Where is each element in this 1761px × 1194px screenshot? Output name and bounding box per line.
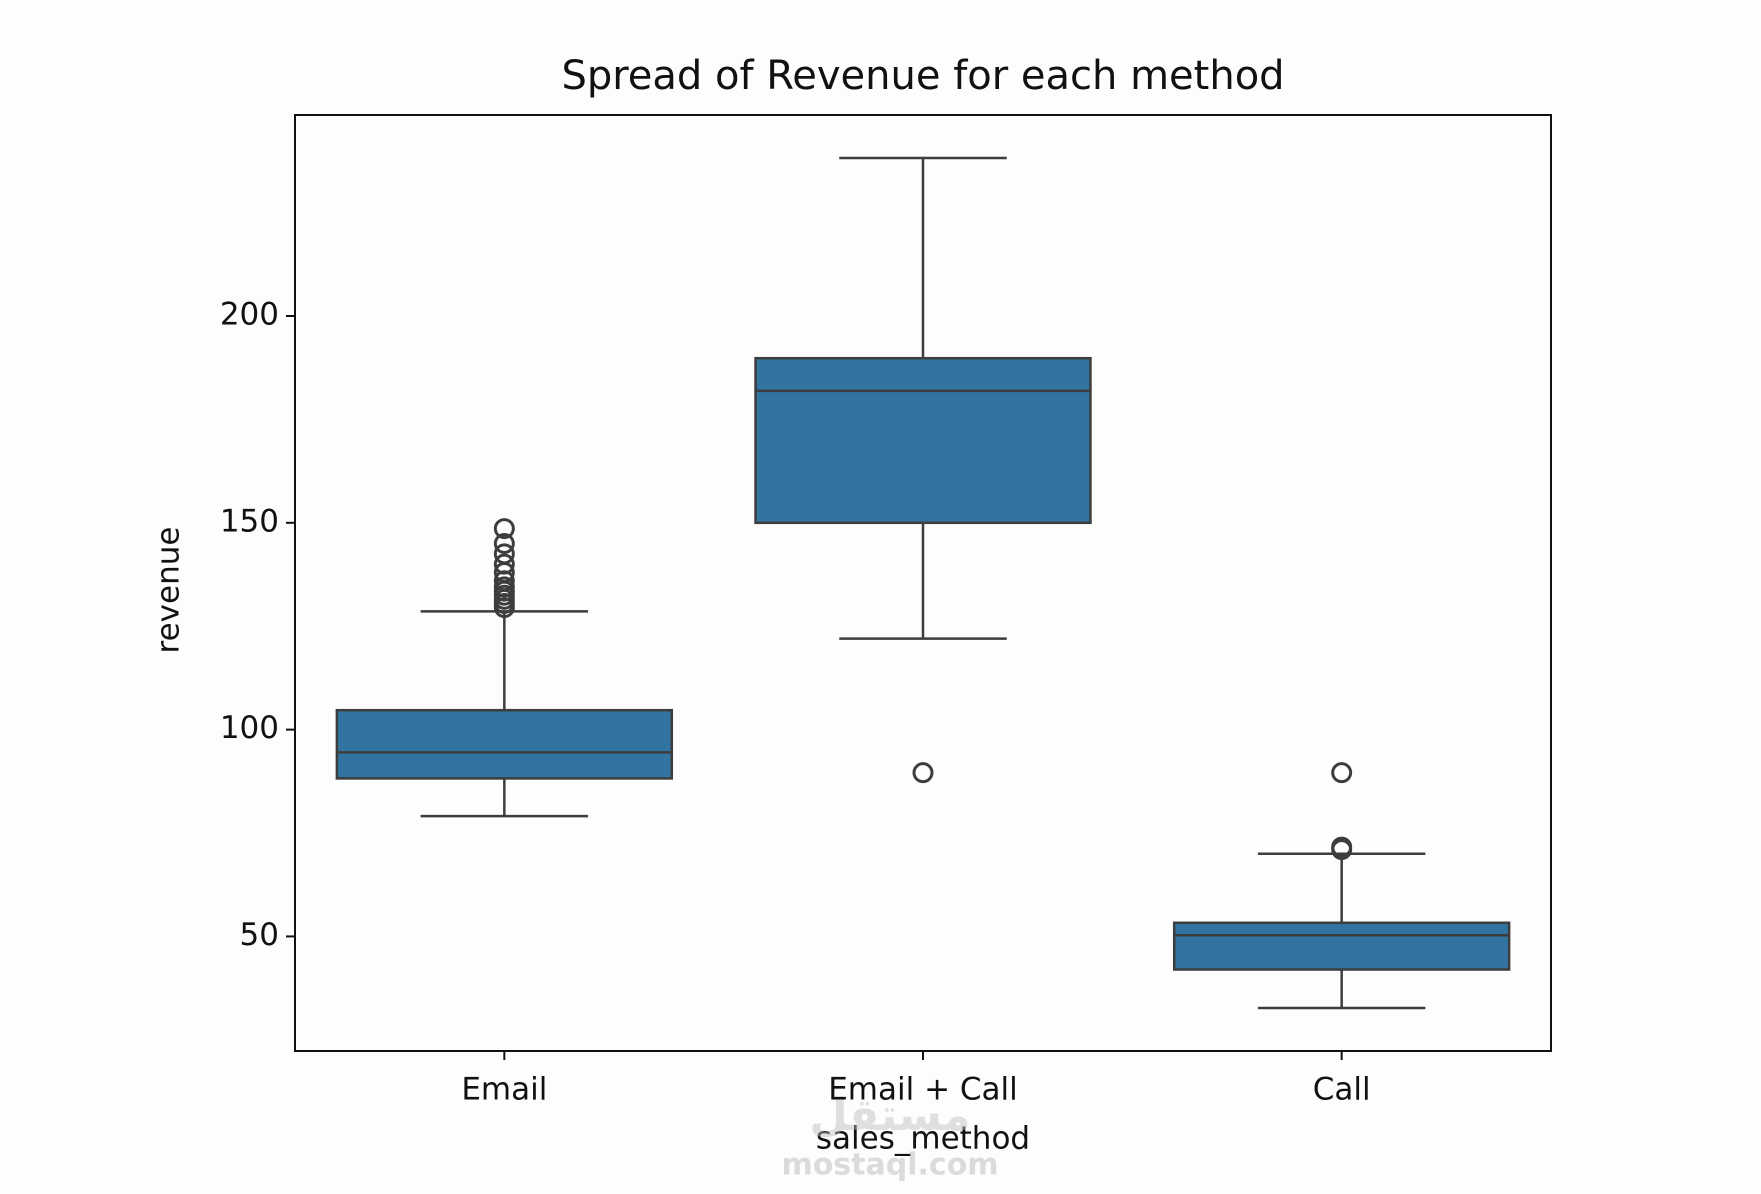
box <box>1172 921 1511 971</box>
outlier <box>493 576 515 598</box>
x-tick-label: Email <box>461 1072 547 1108</box>
outlier <box>912 762 934 784</box>
box <box>754 356 1092 525</box>
watermark: مستقل <box>810 1090 971 1141</box>
y-tick-label: 50 <box>240 917 279 953</box>
y-tick-label: 150 <box>220 503 279 539</box>
outlier <box>493 543 515 565</box>
plot-frame <box>294 114 1552 1052</box>
box <box>335 708 674 780</box>
outlier <box>493 518 515 540</box>
y-tick-label: 100 <box>220 710 279 746</box>
x-tick-label: Email + Call <box>828 1072 1018 1108</box>
outlier <box>493 553 515 575</box>
x-tick-label: Call <box>1313 1072 1371 1108</box>
outlier <box>1331 762 1353 784</box>
chart-title: Spread of Revenue for each method <box>561 53 1284 99</box>
x-axis-label: sales_method <box>816 1121 1030 1157</box>
y-tick-label: 200 <box>220 297 279 333</box>
y-axis-label: revenue <box>151 527 187 654</box>
outlier <box>1331 836 1353 858</box>
outlier <box>493 533 515 555</box>
watermark: mostaql.com <box>781 1148 998 1183</box>
